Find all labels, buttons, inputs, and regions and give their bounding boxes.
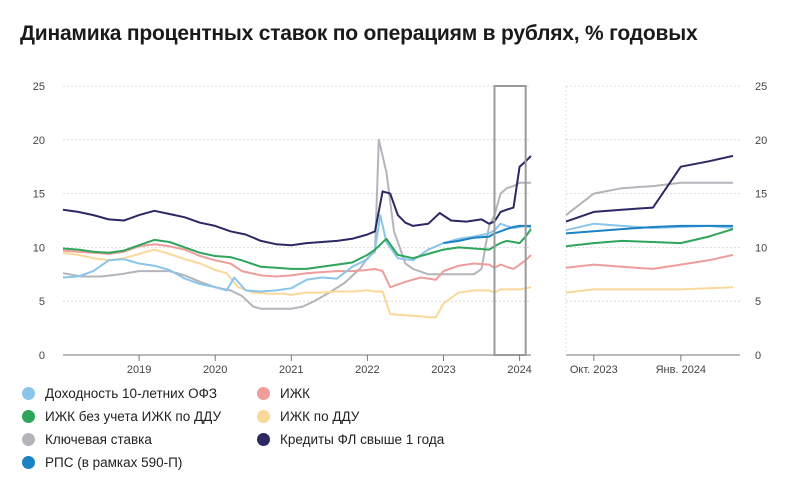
series-line-6-zoom (565, 224, 733, 235)
y-tick-label-left: 25 (33, 81, 45, 93)
series-line-1-main (62, 243, 532, 289)
series-line-4-zoom (565, 181, 733, 216)
series-line-3-main (62, 248, 532, 319)
legend-swatch (22, 456, 35, 469)
y-tick-label-right: 25 (755, 81, 767, 93)
x-tick-label-main: 2024 (507, 364, 531, 376)
y-tick-label-right: 20 (755, 135, 767, 147)
series-line-1-zoom (565, 253, 734, 270)
legend-swatch (257, 410, 270, 423)
y-tick-label-right: 0 (755, 350, 761, 362)
legend-label: ИЖК без учета ИЖК по ДДУ (45, 409, 222, 424)
x-tick-label-main: 2019 (127, 364, 151, 376)
legend-swatch (22, 433, 35, 446)
legend-item-key-rate: Ключевая ставка (22, 432, 152, 447)
x-tick-label-main: 2022 (355, 364, 379, 376)
legend-label: РПС (в рамках 590-П) (45, 455, 183, 470)
y-tick-label-right: 15 (755, 189, 767, 201)
y-tick-label-left: 5 (39, 296, 45, 308)
zoom-highlight-box (493, 85, 527, 356)
series-line-4-main (62, 138, 531, 310)
x-tick-label-main: 2021 (279, 364, 303, 376)
legend-label: ИЖК (280, 386, 311, 401)
x-tick-label-zoom: Окт. 2023 (570, 364, 618, 376)
legend-swatch (22, 387, 35, 400)
series-line-2-zoom (565, 228, 734, 248)
legend-item-rps: РПС (в рамках 590-П) (22, 455, 182, 470)
legend-label: ИЖК по ДДУ (280, 409, 360, 424)
series-line-0-main (62, 214, 532, 293)
legend-swatch (257, 387, 270, 400)
series-line-6-main (443, 224, 531, 245)
legend-swatch (257, 433, 270, 446)
x-tick-label-main: 2020 (203, 364, 227, 376)
legend-item-izhk-ex-ddu: ИЖК без учета ИЖК по ДДУ (22, 409, 221, 424)
x-tick-label-zoom: Янв. 2024 (656, 364, 706, 376)
y-tick-label-right: 10 (755, 242, 767, 254)
chart-title: Динамика процентных ставок по операциям … (20, 22, 698, 45)
y-tick-label-left: 15 (33, 189, 45, 201)
series-line-3-zoom (565, 286, 734, 294)
lines-layer (62, 138, 734, 319)
legend-item-izhk: ИЖК (257, 386, 310, 401)
series-line-5-main (62, 155, 532, 247)
y-tick-label-left: 0 (39, 350, 45, 362)
legend-swatch (22, 410, 35, 423)
legend-label: Доходность 10-летних ОФЗ (45, 386, 218, 401)
y-tick-label-left: 10 (33, 242, 45, 254)
x-tick-label-main: 2023 (431, 364, 455, 376)
legend-item-consumer-loans: Кредиты ФЛ свыше 1 года (257, 432, 444, 447)
legend-item-ofz: Доходность 10-летних ОФЗ (22, 386, 217, 401)
y-tick-label-right: 5 (755, 296, 761, 308)
legend-label: Кредиты ФЛ свыше 1 года (280, 432, 445, 447)
legend-label: Ключевая ставка (45, 432, 152, 447)
legend-item-izhk-ddu: ИЖК по ДДУ (257, 409, 359, 424)
y-tick-label-left: 20 (33, 135, 45, 147)
series-line-5-zoom (565, 154, 734, 223)
